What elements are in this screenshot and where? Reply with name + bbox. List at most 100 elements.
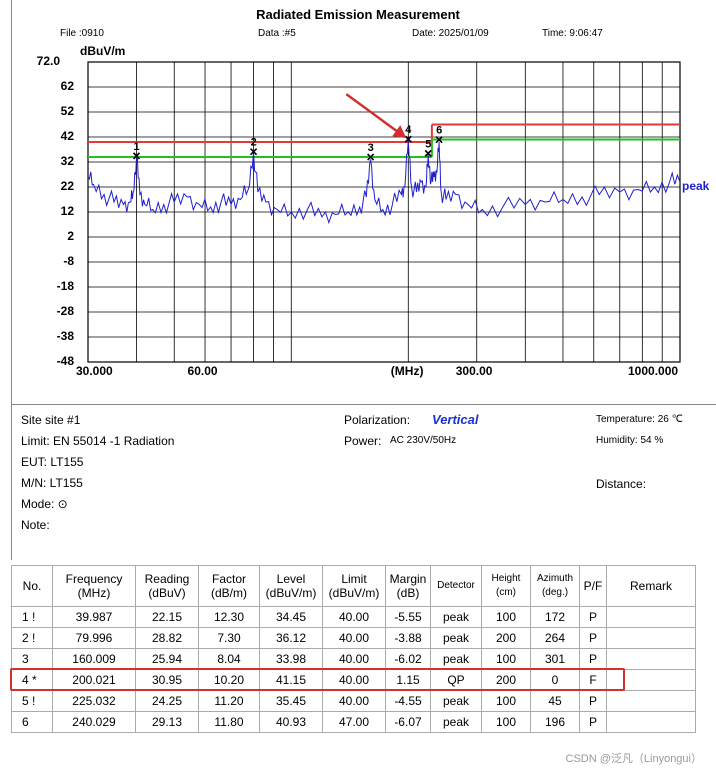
table-row: 5 ! 225.032 24.25 11.20 35.45 40.00 -4.55 peak 1… — [11, 690, 696, 712]
y-tick-label: 22 — [60, 179, 74, 193]
table-cell: 3 — [11, 648, 53, 670]
table-cell: 24.25 — [135, 690, 199, 712]
polarization-value: Vertical — [432, 412, 479, 427]
table-header-row: No. Frequency (MHz) Reading (dBuV) Factor(… — [11, 565, 696, 607]
table-cell: 5 ! — [11, 690, 53, 712]
x-tick-label: (MHz) — [390, 364, 424, 378]
note-info: Note: — [21, 518, 50, 532]
table-cell — [606, 606, 696, 628]
table-cell: 40.93 — [259, 711, 323, 733]
table-cell — [606, 627, 696, 649]
col-remark: Remark — [606, 565, 696, 607]
y-tick-label: 62 — [60, 79, 74, 93]
marker-2-label: 2 — [251, 137, 257, 149]
table-row: 2 ! 79.996 28.82 7.30 36.12 40.00 -3.88 peak 200… — [11, 627, 696, 649]
y-tick-label: 32 — [60, 154, 74, 168]
x-tick-label: 300.00 — [455, 364, 493, 378]
table-cell — [606, 711, 696, 733]
y-tick-label: -8 — [63, 254, 74, 268]
col-detector: Detector — [430, 565, 482, 607]
polarization-label: Polarization: — [344, 413, 411, 427]
table-cell: 40.00 — [322, 627, 386, 649]
table-cell: 40.00 — [322, 606, 386, 628]
eut-info: EUT: LT155 — [21, 455, 84, 469]
table-cell: 100 — [481, 690, 531, 712]
table-cell: 8.04 — [198, 648, 260, 670]
marker-3-cross — [367, 153, 375, 161]
marker-5-label: 5 — [425, 138, 431, 150]
table-cell: P — [579, 606, 607, 628]
table-cell: peak — [430, 711, 482, 733]
table-cell: 100 — [481, 648, 531, 670]
power-value: AC 230V/50Hz — [390, 435, 457, 446]
table-cell: peak — [430, 606, 482, 628]
table-cell: P — [579, 627, 607, 649]
table-cell — [606, 648, 696, 670]
table-cell: 47.00 — [322, 711, 386, 733]
file-label: File :0910 — [60, 28, 104, 39]
annotation-arrow-line — [345, 93, 404, 137]
table-cell: 200 — [481, 627, 531, 649]
col-azimuth: Azimuth (deg.) — [530, 565, 580, 607]
temperature-info: Temperature: 26 ℃ — [596, 414, 683, 425]
table-cell: 11.80 — [198, 711, 260, 733]
y-tick-label: -48 — [56, 354, 74, 368]
annotation-arrow-head — [392, 125, 407, 139]
table-cell: 22.15 — [135, 606, 199, 628]
col-frequency: Frequency (MHz) — [52, 565, 136, 607]
distance-info: Distance: — [596, 477, 647, 491]
results-table: No. Frequency (MHz) Reading (dBuV) Factor(… — [11, 565, 696, 733]
date-label: Date: 2025/01/09 — [412, 28, 489, 39]
power-label: Power: — [344, 434, 382, 448]
mode-info: Mode: ⊙ — [21, 497, 68, 511]
table-cell: 40.00 — [322, 648, 386, 670]
y-tick-label: -18 — [56, 279, 74, 293]
table-cell: 11.20 — [198, 690, 260, 712]
trace-label: peak — [682, 179, 710, 193]
marker-5-cross — [424, 149, 432, 157]
table-cell: P — [579, 648, 607, 670]
y-tick-label: 52 — [60, 104, 74, 118]
x-tick-label: 60.00 — [187, 364, 218, 378]
table-cell: -6.02 — [385, 648, 431, 670]
table-cell: 79.996 — [52, 627, 136, 649]
table-cell: 264 — [530, 627, 580, 649]
table-cell: -5.55 — [385, 606, 431, 628]
x-tick-label: 30.000 — [76, 364, 113, 378]
marker-4-label: 4 — [405, 124, 412, 136]
table-cell: P — [579, 711, 607, 733]
marker-1-cross — [132, 152, 141, 160]
table-cell: 6 — [11, 711, 53, 733]
watermark: CSDN @泛凡（Linyongui） — [565, 753, 703, 765]
table-cell: 39.987 — [52, 606, 136, 628]
table-cell: 100 — [481, 606, 531, 628]
table-cell: peak — [430, 648, 482, 670]
table-row: 6 240.029 29.13 11.80 40.93 47.00 -6.07 peak 100… — [11, 711, 696, 733]
table-cell: 36.12 — [259, 627, 323, 649]
table-cell: 35.45 — [259, 690, 323, 712]
table-cell: 225.032 — [52, 690, 136, 712]
table-cell: 29.13 — [135, 711, 199, 733]
table-row: 1 ! 39.987 22.15 12.30 34.45 40.00 -5.55 peak 10… — [11, 606, 696, 628]
x-tick-label: 1000.000 — [628, 364, 679, 378]
data-label: Data :#5 — [258, 28, 296, 39]
table-cell: 40.00 — [322, 690, 386, 712]
table-cell: 34.45 — [259, 606, 323, 628]
limit-info: Limit: EN 55014 -1 Radiation — [21, 434, 175, 448]
table-cell — [606, 690, 696, 712]
site-info: Site site #1 — [21, 413, 81, 427]
marker-3-label: 3 — [368, 142, 374, 154]
table-cell: 200 — [481, 669, 531, 691]
peak-trace — [87, 139, 681, 225]
table-cell: 7.30 — [198, 627, 260, 649]
marker-4-cross — [404, 135, 412, 143]
col-pf: P/F — [579, 565, 607, 607]
table-cell: 2 ! — [11, 627, 53, 649]
table-row: 3 160.009 25.94 8.04 33.98 40.00 -6.02 peak 100 3… — [11, 648, 696, 670]
table-cell: 25.94 — [135, 648, 199, 670]
marker-2-cross — [250, 148, 258, 156]
failed-row-highlight — [10, 668, 625, 691]
table-row: 4 * 200.021 30.95 10.20 41.15 40.00 1.15 QP 200 0… — [11, 669, 696, 691]
y-axis-unit: dBuV/m — [80, 44, 126, 58]
col-no: No. — [11, 565, 53, 607]
